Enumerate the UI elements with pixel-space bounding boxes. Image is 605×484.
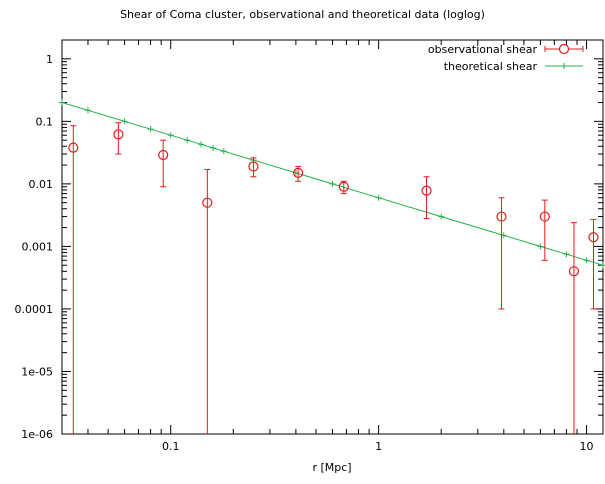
chart-title: Shear of Coma cluster, observational and… [120, 8, 485, 21]
y-tick-label: 0.01 [29, 178, 54, 191]
legend-sample-theoretical [545, 63, 583, 69]
observational-shear-point [68, 125, 79, 434]
theoretical-shear-point [84, 107, 91, 114]
observational-marker [588, 232, 599, 243]
observational-marker [202, 197, 213, 208]
observational-marker [293, 167, 304, 178]
legend-label-observational: observational shear [428, 43, 538, 56]
theoretical-shear-point [210, 144, 217, 151]
legend-sample-observational [544, 43, 584, 55]
observational-marker [68, 142, 79, 153]
observational-shear-point [421, 176, 432, 219]
observational-shear-point [248, 157, 259, 178]
observational-marker [421, 185, 432, 196]
observational-shear-point [588, 218, 599, 310]
theoretical-shear-point [537, 243, 544, 250]
plot-frame [61, 39, 604, 435]
theoretical-shear-point [438, 213, 445, 220]
y-tick-label: 1e-06 [21, 428, 53, 441]
observational-marker [158, 149, 169, 161]
x-tick-label: 0.1 [162, 440, 180, 453]
observational-shear-point [202, 168, 213, 434]
observational-marker [113, 129, 124, 140]
theoretical-shear-point [59, 99, 65, 106]
x-axis: 0.1 1 10 [61, 40, 594, 453]
y-tick-label: 0.001 [22, 240, 54, 253]
y-axis: 1 0.1 0.01 0.001 0.0001 1e-05 1e-06 [15, 39, 603, 441]
theoretical-shear-point [600, 262, 605, 269]
observational-shear-point [496, 197, 507, 310]
x-tick-label: 1 [375, 440, 382, 453]
observational-marker [248, 161, 259, 172]
observational-shear-point [113, 122, 124, 155]
theoretical-shear-point [198, 141, 205, 148]
observational-shear-point [338, 180, 349, 195]
y-tick-label: 1 [46, 53, 53, 66]
theoretical-shear-point [220, 148, 227, 155]
theoretical-shear-point [563, 251, 570, 258]
x-tick-label: 10 [580, 440, 594, 453]
theoretical-shear-point [121, 118, 128, 125]
theoretical-shear-point [329, 180, 336, 187]
observational-shear-point [539, 199, 550, 261]
theoretical-shear-point [184, 137, 191, 144]
legend-label-theoretical: theoretical shear [444, 60, 538, 73]
y-tick-label: 0.1 [36, 115, 54, 128]
observational-shear-point [568, 222, 580, 434]
observational-marker [539, 211, 550, 222]
observational-marker [338, 181, 349, 192]
legend-marker [558, 43, 570, 55]
observational-shear-point [293, 165, 304, 182]
theoretical-shear-point [375, 194, 382, 201]
y-tick-label: 1e-05 [21, 365, 53, 378]
observational-marker [568, 266, 580, 277]
plot-area [59, 99, 605, 434]
y-tick-label: 0.0001 [15, 303, 54, 316]
theoretical-shear-point [583, 257, 590, 264]
theoretical-shear-point [147, 126, 154, 133]
observational-shear-point [158, 139, 169, 188]
theoretical-shear-point [167, 132, 174, 139]
legend: observational shear theoretical shear [428, 43, 584, 73]
observational-marker [496, 211, 507, 222]
x-axis-label: r [Mpc] [312, 461, 351, 474]
